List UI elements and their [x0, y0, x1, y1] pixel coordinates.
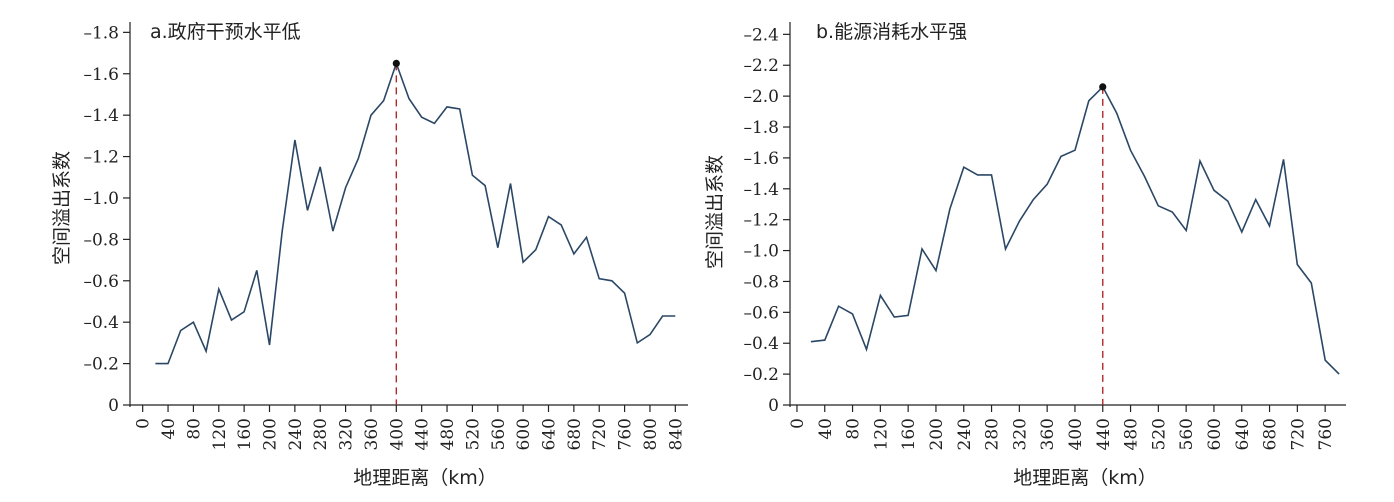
x-tick-label-b: 400: [1066, 418, 1086, 450]
x-tick-label-b: 600: [1205, 418, 1225, 450]
peak-point-a: [392, 59, 400, 68]
x-tick-label-b: 40: [816, 418, 836, 440]
series-line-b: [810, 85, 1340, 375]
x-tick-label-a: 360: [362, 418, 382, 450]
x-tick-label-a: 440: [413, 418, 433, 450]
chart-title-b: b.能源消耗水平强: [816, 21, 967, 43]
x-tick-label-a: 800: [641, 418, 661, 450]
x-tick-label-b: 520: [1149, 418, 1169, 450]
peak-point-b: [1099, 83, 1107, 91]
x-tick-label-a: 720: [590, 418, 610, 450]
x-tick-label-a: 240: [286, 418, 306, 450]
y-tick-label-b: –1.2: [743, 211, 779, 231]
y-tick-label-b: –0.8: [743, 272, 779, 292]
y-tick-label-b: –0.4: [743, 334, 779, 354]
y-tick-label-b: –1.4: [743, 180, 779, 200]
x-tick-label-a: 0: [134, 418, 154, 429]
x-tick-label-b: 640: [1233, 418, 1253, 450]
y-tick-label-b: –2.4: [743, 25, 779, 45]
y-tick-label-a: 0: [108, 396, 119, 416]
y-axis-title-a: 空间溢出系数: [51, 151, 73, 265]
y-axis-title-b: 空间溢出系数: [704, 155, 726, 269]
x-tick-label-b: 480: [1122, 418, 1142, 450]
x-tick-label-a: 200: [261, 418, 281, 450]
x-tick-label-b: 160: [899, 418, 919, 450]
chart-panel-b: b.能源消耗水平强 地理距离（km） 空间溢出系数 0 –0.2 –0.4 –0.6 –…: [704, 21, 1346, 489]
y-tick-label-a: –1.2: [83, 148, 119, 168]
x-tick-label-b: 560: [1177, 418, 1197, 450]
y-tick-label-b: –0.2: [743, 365, 779, 385]
x-tick-label-b: 440: [1094, 418, 1114, 450]
y-tick-label-b: –1.8: [743, 118, 779, 138]
x-tick-label-a: 80: [184, 418, 204, 440]
y-tick-label-a: –0.4: [83, 313, 119, 333]
x-tick-label-a: 680: [565, 418, 585, 450]
x-tick-label-a: 560: [489, 418, 509, 450]
y-tick-label-b: –1.6: [743, 149, 779, 169]
x-tick-label-b: 80: [844, 418, 864, 440]
x-tick-label-b: 280: [983, 418, 1003, 450]
x-tick-label-a: 280: [311, 418, 331, 450]
y-tick-label-b: 0: [768, 396, 779, 416]
y-tick-label-b: –2.0: [743, 87, 779, 107]
x-tick-label-b: 120: [871, 418, 891, 450]
x-tick-label-a: 480: [438, 418, 458, 450]
x-tick-label-a: 520: [463, 418, 483, 450]
x-tick-label-b: 680: [1261, 418, 1281, 450]
x-tick-label-a: 400: [387, 418, 407, 450]
y-tick-label-a: –1.8: [83, 23, 119, 43]
y-tick-label-b: –0.6: [743, 303, 779, 323]
x-axis-title-b: 地理距离（km）: [1013, 467, 1157, 489]
x-tick-label-b: 200: [927, 418, 947, 450]
x-tick-label-b: 360: [1038, 418, 1058, 450]
x-tick-label-a: 120: [210, 418, 230, 450]
y-tick-label-a: –0.2: [83, 355, 119, 375]
chart-panel-a: a.政府干预水平低 地理距离（km） 空间溢出系数 0 –0.2 –0.4 –0.6 –…: [51, 21, 688, 489]
y-tick-label-a: –0.6: [83, 272, 119, 292]
y-tick-label-a: –0.8: [83, 230, 119, 250]
x-tick-label-a: 160: [235, 418, 255, 450]
x-tick-label-a: 600: [514, 418, 534, 450]
x-tick-label-a: 760: [616, 418, 636, 450]
y-tick-label-a: –1.0: [83, 189, 119, 209]
x-tick-label-a: 840: [666, 418, 686, 450]
y-tick-label-b: –1.0: [743, 242, 779, 262]
x-tick-label-a: 640: [540, 418, 560, 450]
y-tick-label-a: –1.4: [83, 106, 119, 126]
series-line-a: [155, 60, 676, 365]
x-tick-label-a: 320: [337, 418, 357, 450]
y-tick-label-b: –2.2: [743, 56, 779, 76]
x-tick-label-b: 720: [1288, 418, 1308, 450]
x-axis-title-a: 地理距离（km）: [353, 467, 497, 489]
x-tick-label-b: 0: [788, 418, 808, 429]
x-tick-label-a: 40: [159, 418, 179, 440]
y-tick-label-a: –1.6: [83, 65, 119, 85]
x-tick-label-b: 240: [955, 418, 975, 450]
x-tick-label-b: 320: [1010, 418, 1030, 450]
chart-title-a: a.政府干预水平低: [150, 21, 301, 43]
x-tick-label-b: 760: [1316, 418, 1336, 450]
